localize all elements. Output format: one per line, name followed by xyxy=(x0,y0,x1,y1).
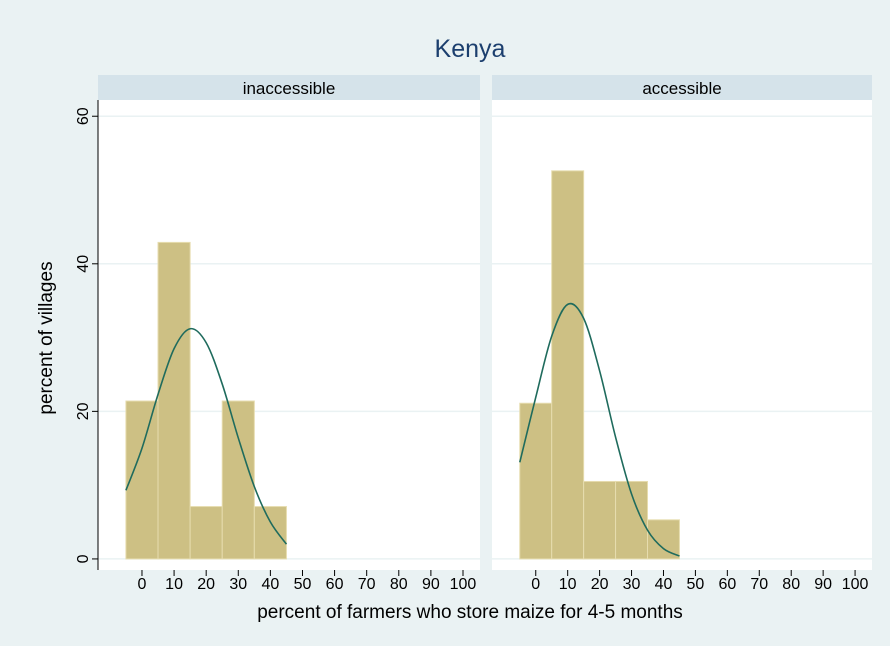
x-tick-label: 100 xyxy=(450,576,477,593)
bar xyxy=(221,400,255,560)
x-tick-label: 0 xyxy=(531,576,540,593)
y-tick-label: 60 xyxy=(75,107,92,125)
x-tick-label: 80 xyxy=(390,576,408,593)
bar xyxy=(647,519,680,560)
bar xyxy=(189,506,223,560)
x-tick-label: 10 xyxy=(165,576,183,593)
x-tick-label: 50 xyxy=(687,576,705,593)
y-tick-label: 20 xyxy=(75,402,92,420)
bar xyxy=(519,402,553,560)
x-tick-label: 80 xyxy=(782,576,800,593)
bar xyxy=(157,241,191,560)
x-tick-label: 40 xyxy=(261,576,279,593)
x-tick-label: 30 xyxy=(229,576,247,593)
x-tick-label: 20 xyxy=(197,576,215,593)
x-tick-label: 60 xyxy=(326,576,344,593)
bar xyxy=(583,480,617,560)
panel-strip xyxy=(492,75,872,100)
density-curve xyxy=(519,302,680,557)
bar xyxy=(253,506,287,560)
x-tick-label: 40 xyxy=(655,576,673,593)
x-tick-label: 30 xyxy=(623,576,641,593)
panel-strip xyxy=(98,75,480,100)
density-curve xyxy=(125,327,288,545)
x-tick-label: 50 xyxy=(294,576,312,593)
x-tick-label: 90 xyxy=(422,576,440,593)
x-tick-label: 70 xyxy=(358,576,376,593)
x-tick-label: 0 xyxy=(138,576,147,593)
x-tick-label: 10 xyxy=(559,576,577,593)
chart-title: Kenya xyxy=(435,35,506,63)
y-tick-label: 0 xyxy=(75,554,92,563)
panel-title: inaccessible xyxy=(243,79,336,98)
bar xyxy=(551,170,585,560)
x-tick-label: 20 xyxy=(591,576,609,593)
x-tick-label: 70 xyxy=(750,576,768,593)
x-axis-title: percent of farmers who store maize for 4… xyxy=(257,602,683,623)
x-tick-label: 100 xyxy=(842,576,869,593)
panel-title: accessible xyxy=(642,79,721,98)
x-tick-label: 60 xyxy=(718,576,736,593)
x-tick-label: 90 xyxy=(814,576,832,593)
y-axis-title: percent of villages xyxy=(36,261,57,414)
y-tick-label: 40 xyxy=(75,255,92,273)
